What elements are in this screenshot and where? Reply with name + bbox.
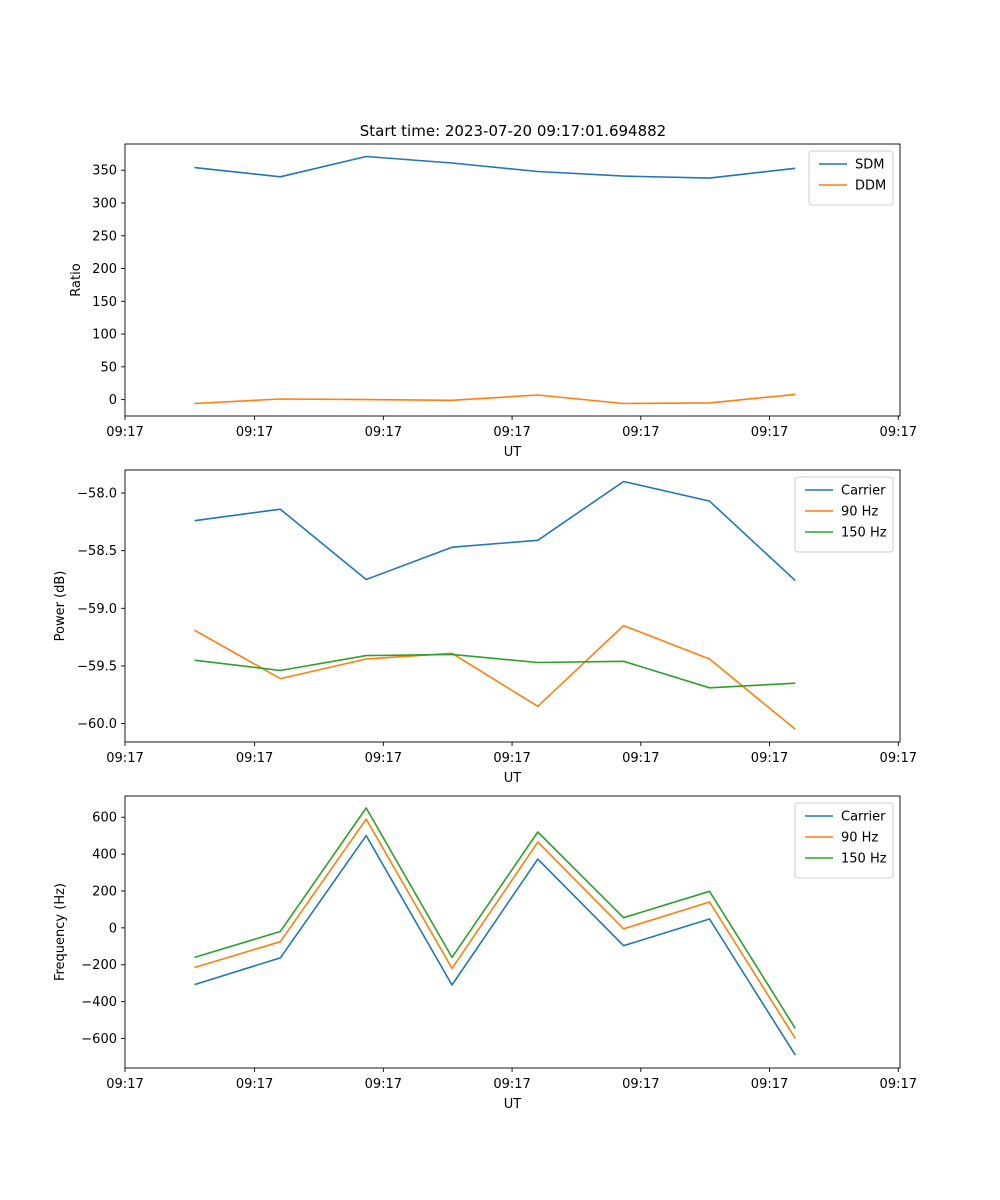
x-axis-label: UT: [504, 445, 522, 460]
y-tick-label: −59.5: [77, 659, 117, 674]
y-tick-label: 100: [92, 328, 117, 343]
legend-label: 90 Hz: [841, 505, 878, 520]
y-tick-label: 150: [92, 295, 117, 310]
y-tick-label: 200: [92, 262, 117, 277]
x-tick-label: 09:17: [880, 751, 917, 766]
series-line-ddm: [194, 393, 796, 405]
x-tick-label: 09:17: [493, 425, 530, 440]
y-tick-label: 300: [92, 196, 117, 211]
y-tick-label: −58.5: [77, 544, 117, 559]
x-tick-label: 09:17: [751, 1077, 788, 1092]
y-tick-label: −58.0: [77, 487, 117, 502]
y-axis-label: Power (dB): [53, 571, 68, 642]
ratio-plot: 0 50 100 150 200 250 300 350 09:17 09:17 09:17 09:1…: [69, 143, 917, 460]
series-line-sdm: [194, 155, 796, 179]
y-tick-label: 250: [92, 229, 117, 244]
y-tick-label: 600: [92, 811, 117, 826]
legend-label: 150 Hz: [841, 852, 887, 867]
x-tick-label: 09:17: [622, 425, 659, 440]
x-axis-label: UT: [504, 1097, 522, 1112]
x-tick-label: 09:17: [365, 425, 402, 440]
legend-label: Carrier: [841, 484, 886, 499]
series-line-90-hz: [194, 624, 796, 730]
x-tick-label: 09:17: [365, 751, 402, 766]
x-tick-label: 09:17: [106, 751, 143, 766]
legend-label: DDM: [855, 179, 886, 194]
power-plot: −58.0 −58.5 −59.0 −59.5 −60.0 09:17 09:17 09:17…: [53, 469, 917, 786]
legend-label: Carrier: [841, 810, 886, 825]
y-tick-label: −600: [81, 1032, 117, 1047]
y-tick-label: 0: [109, 921, 117, 936]
x-axis-label: UT: [504, 771, 522, 786]
legend-box: [794, 802, 894, 879]
frequency-plot: 600 400 200 0 −200 −400 −600 09:17 09:17 09:17 09:…: [53, 795, 917, 1112]
y-tick-label: 350: [92, 164, 117, 179]
series-line-carrier: [194, 480, 796, 582]
series-line-90-hz: [194, 818, 796, 1039]
x-tick-label: 09:17: [751, 425, 788, 440]
x-tick-label: 09:17: [880, 425, 917, 440]
chart-title: Start time: 2023-07-20 09:17:01.694882: [360, 122, 666, 140]
x-tick-label: 09:17: [236, 1077, 273, 1092]
x-tick-label: 09:17: [106, 425, 143, 440]
x-tick-label: 09:17: [493, 751, 530, 766]
series-line-150-hz: [194, 807, 796, 1029]
x-tick-label: 09:17: [880, 1077, 917, 1092]
y-tick-label: 200: [92, 884, 117, 899]
legend-label: 150 Hz: [841, 526, 887, 541]
y-tick-label: 400: [92, 848, 117, 863]
y-tick-label: −59.0: [77, 602, 117, 617]
series-line-150-hz: [194, 653, 796, 689]
y-axis-label: Ratio: [69, 263, 84, 296]
x-tick-label: 09:17: [493, 1077, 530, 1092]
y-tick-label: 0: [109, 393, 117, 408]
x-tick-label: 09:17: [622, 1077, 659, 1092]
y-tick-label: −200: [81, 958, 117, 973]
x-tick-label: 09:17: [365, 1077, 402, 1092]
x-tick-label: 09:17: [236, 425, 273, 440]
x-tick-label: 09:17: [751, 751, 788, 766]
x-tick-label: 09:17: [622, 751, 659, 766]
legend-box: [794, 476, 894, 553]
legend-label: 90 Hz: [841, 831, 878, 846]
legend-label: SDM: [855, 158, 884, 173]
x-tick-label: 09:17: [236, 751, 273, 766]
y-tick-label: −400: [81, 995, 117, 1010]
y-axis-label: Frequency (Hz): [53, 883, 68, 981]
series-line-carrier: [194, 834, 796, 1056]
y-tick-label: −60.0: [77, 717, 117, 732]
x-tick-label: 09:17: [106, 1077, 143, 1092]
y-tick-label: 50: [100, 360, 117, 375]
